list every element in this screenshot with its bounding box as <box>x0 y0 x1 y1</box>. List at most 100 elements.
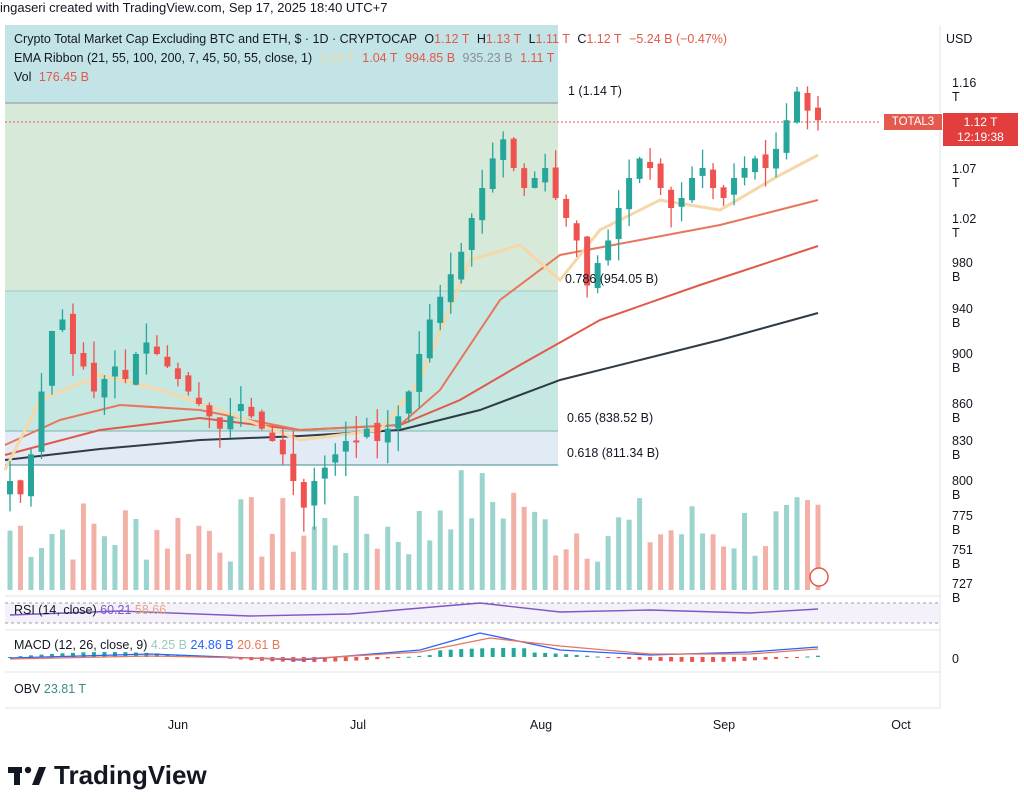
candle-body <box>195 397 202 404</box>
macd-histogram-bar <box>18 656 23 658</box>
volume-bar <box>164 548 170 590</box>
rsi-label: RSI (14, close) <box>14 603 97 617</box>
ema-value-2: 1.04 T <box>362 51 398 65</box>
legend-high: 1.13 T <box>485 32 522 46</box>
candle-body <box>17 480 24 495</box>
ema-label: EMA Ribbon (21, 55, 100, 200, 7, 45, 50,… <box>14 51 313 65</box>
candle-body <box>174 368 181 379</box>
macd-histogram-bar <box>658 657 663 661</box>
flag-icon <box>809 567 829 587</box>
candle-body <box>479 188 486 221</box>
fib-zone-mid <box>5 291 558 431</box>
volume-bar <box>427 540 433 590</box>
x-tick: Jun <box>167 718 189 732</box>
macd-histogram-bar <box>396 657 401 658</box>
legend-high-key: H <box>476 32 486 46</box>
macd-histogram-bar <box>375 657 380 660</box>
macd-histogram-bar <box>154 653 159 657</box>
candle-body <box>678 198 685 207</box>
volume-bar <box>752 555 758 590</box>
rsi-legend: RSI (14, close) 60.21 58.66 <box>14 603 166 617</box>
candle-body <box>720 187 727 198</box>
volume-bar <box>38 547 44 590</box>
candle-body <box>552 167 559 198</box>
macd-histogram-bar <box>312 657 317 662</box>
candle-body <box>615 208 622 240</box>
volume-bar <box>521 506 527 590</box>
candle-body <box>563 198 570 218</box>
macd-histogram-bar <box>711 657 716 662</box>
candle-body <box>689 178 696 201</box>
price-chart[interactable] <box>0 0 1024 745</box>
volume-bar <box>364 533 370 590</box>
tradingview-logo[interactable]: TradingView <box>8 760 207 791</box>
candle-body <box>636 158 643 179</box>
candle-body <box>132 354 139 385</box>
ema-value-5: 1.11 T <box>520 51 555 65</box>
volume-bar <box>227 561 233 590</box>
candle-body <box>657 163 664 188</box>
candle-body <box>122 369 129 379</box>
candle-body <box>794 91 801 123</box>
macd-histogram-bar <box>81 652 86 657</box>
volume-bar <box>679 534 685 590</box>
ema-value-3: 994.85 B <box>405 51 456 65</box>
candle-body <box>185 375 192 392</box>
volume-bar <box>511 492 517 590</box>
volume-bar <box>322 517 328 590</box>
macd-histogram-bar <box>364 657 369 660</box>
y-tick: 980 B <box>952 256 973 284</box>
volume-bar <box>794 497 800 590</box>
candle-body <box>269 432 276 441</box>
volume-bar <box>595 561 601 590</box>
candle-body <box>531 178 538 188</box>
candle-body <box>605 240 612 261</box>
macd-histogram-bar <box>333 657 338 662</box>
macd-histogram-bar <box>721 657 726 662</box>
volume-bar <box>616 517 622 590</box>
macd-histogram-bar <box>627 657 632 659</box>
rsi-line <box>9 602 819 617</box>
candle-body <box>783 120 790 153</box>
macd-value-2: 24.86 B <box>190 638 234 652</box>
obv-value: 23.81 T <box>43 682 87 696</box>
macd-histogram-bar <box>511 648 516 657</box>
currency-label[interactable]: USD <box>946 32 973 46</box>
volume-bar <box>59 529 65 590</box>
tradingview-logo-text: TradingView <box>54 760 207 790</box>
volume-bar <box>742 512 748 590</box>
macd-histogram-bar <box>522 648 527 657</box>
x-tick: Aug <box>529 718 553 732</box>
volume-bar <box>721 546 727 590</box>
candle-body <box>489 158 496 190</box>
macd-line <box>9 632 819 661</box>
candle-body <box>80 352 87 367</box>
volume-bar <box>647 542 653 590</box>
y-tick: 940 B <box>952 302 973 330</box>
volume-bar <box>311 526 317 590</box>
vol-label: Vol <box>14 70 32 84</box>
volume-bar <box>374 548 380 590</box>
macd-histogram-bar <box>700 657 705 662</box>
candle-body <box>416 354 423 392</box>
candle-body <box>699 168 706 176</box>
candle-body <box>227 416 234 430</box>
volume-bar <box>731 548 737 590</box>
candle-body <box>762 154 769 168</box>
volume-bar <box>805 500 811 590</box>
macd-histogram-bar <box>679 657 684 662</box>
macd-histogram-bar <box>406 656 411 658</box>
candle-body <box>7 481 13 495</box>
ema-100-line <box>4 245 819 456</box>
candle-body <box>59 319 66 331</box>
volume-bar <box>49 533 55 590</box>
legend-close-key: C <box>577 32 587 46</box>
x-tick: Oct <box>891 718 911 732</box>
rsi-band <box>5 603 940 623</box>
volume-bar <box>532 511 538 590</box>
candle-body <box>237 404 244 412</box>
volume-bar <box>353 496 359 590</box>
volume-bar <box>668 530 674 590</box>
candle-body <box>647 161 654 168</box>
volume-bar <box>80 503 86 590</box>
